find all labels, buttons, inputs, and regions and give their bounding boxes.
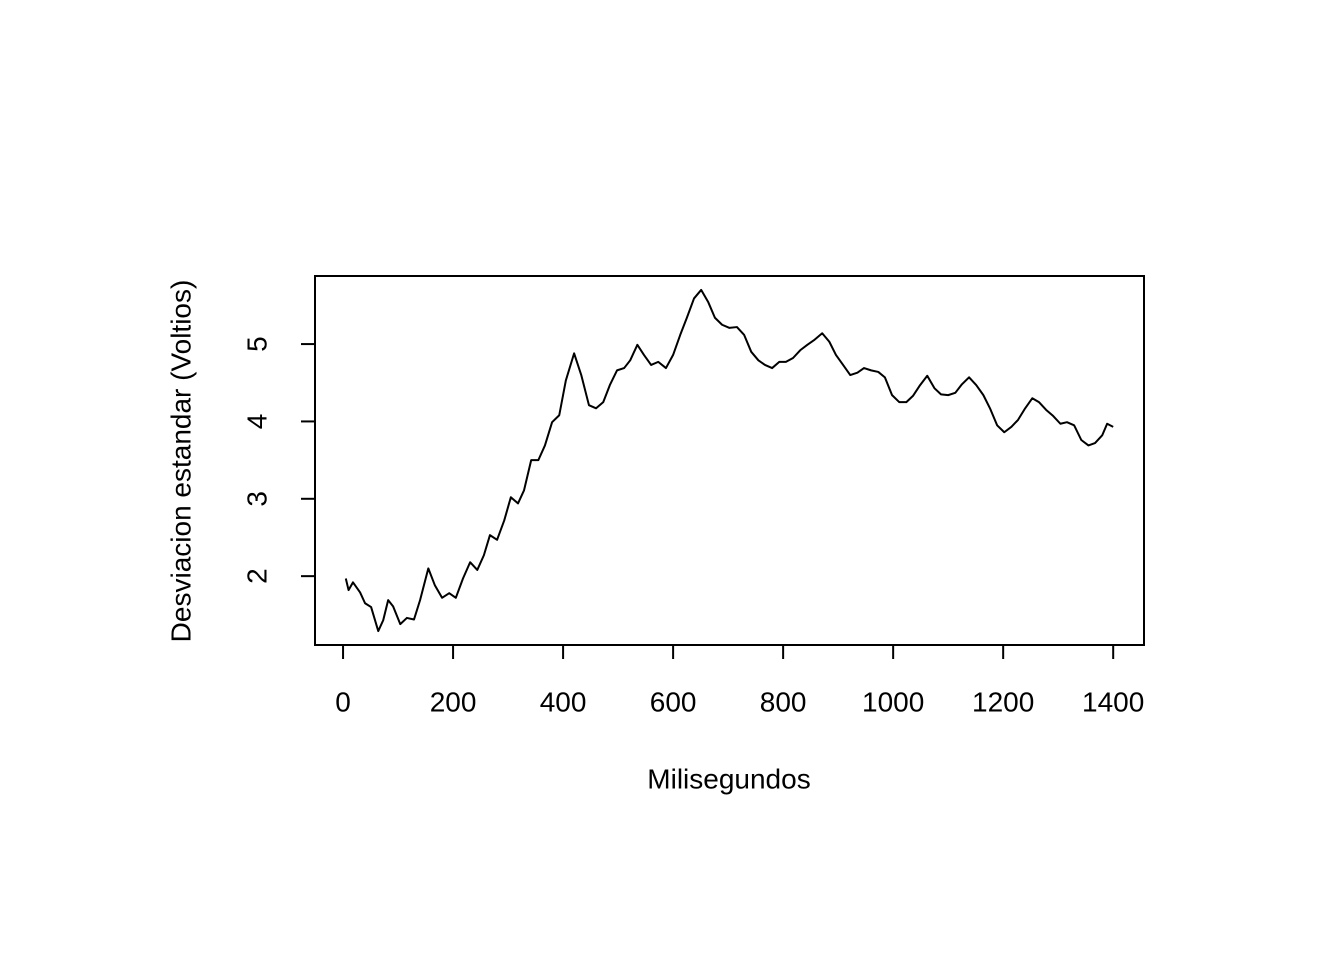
x-tick-label: 1000: [862, 686, 924, 717]
x-tick-label: 0: [335, 686, 351, 717]
x-tick-label: 1200: [972, 686, 1034, 717]
plot-box: [314, 275, 1145, 646]
y-tick-label: 4: [241, 414, 272, 430]
x-tick-label: 800: [760, 686, 807, 717]
y-tick-label: 3: [241, 491, 272, 507]
x-tick-label: 200: [430, 686, 477, 717]
y-tick-label: 2: [241, 568, 272, 584]
x-tick-label: 1400: [1082, 686, 1144, 717]
x-tick-label: 600: [650, 686, 697, 717]
y-axis-label: Desviacion estandar (Voltios): [165, 280, 196, 643]
x-tick-label: 400: [540, 686, 587, 717]
x-axis-label: Milisegundos: [647, 763, 810, 794]
y-tick-label: 5: [241, 336, 272, 352]
data-line: [344, 288, 1114, 633]
